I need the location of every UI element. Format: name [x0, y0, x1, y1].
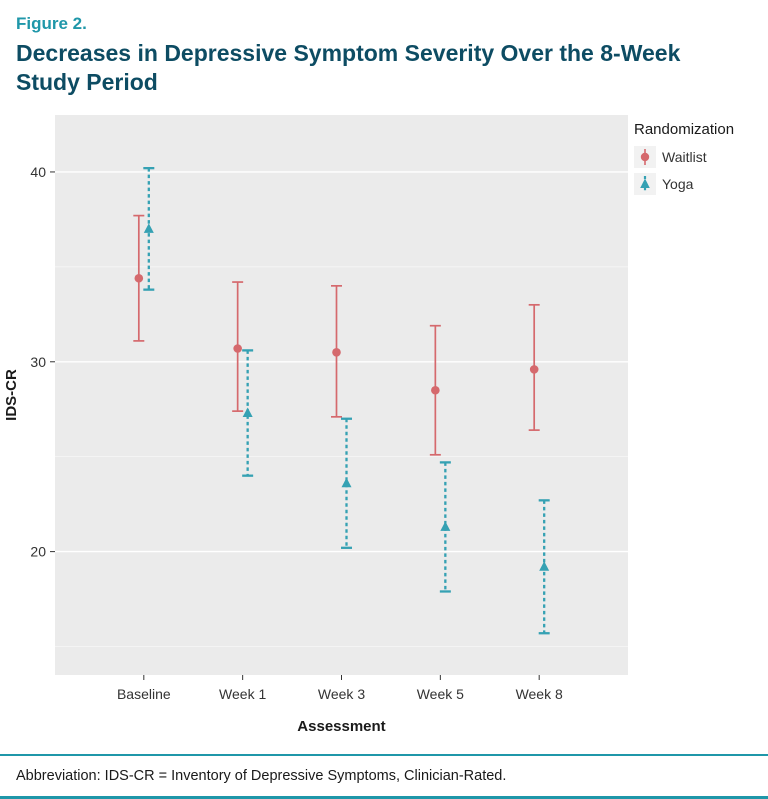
- data-point-waitlist: [134, 273, 144, 283]
- waitlist-marker-icon: [634, 145, 656, 168]
- figure-footnote-area: Abbreviation: IDS-CR = Inventory of Depr…: [0, 754, 768, 796]
- y-tick-label: 40: [30, 163, 46, 179]
- figure-header: Figure 2. Decreases in Depressive Sympto…: [0, 0, 768, 101]
- yoga-marker-icon: [634, 172, 656, 195]
- data-point-waitlist: [431, 385, 440, 395]
- x-tick-label: Week 5: [417, 686, 464, 702]
- chart-area: 20 30 40 Baseline Week 1 Week 3 Week 5 Week 8 As…: [0, 105, 768, 745]
- data-point-waitlist: [332, 347, 341, 357]
- legend-item-waitlist: Waitlist: [634, 145, 766, 168]
- legend-title: Randomization: [634, 120, 735, 138]
- data-point-waitlist: [529, 364, 539, 374]
- footnote-text: Abbreviation: IDS-CR = Inventory of Depr…: [16, 768, 507, 784]
- waitlist-key-marker: [640, 152, 650, 161]
- data-point-yoga: [143, 222, 154, 233]
- x-tick-label: Week 3: [318, 686, 365, 702]
- y-tick-label: 20: [30, 543, 46, 559]
- figure-title: Decreases in Depressive Symptom Severity…: [16, 40, 681, 95]
- bottom-accent-bar: [0, 796, 768, 799]
- y-tick-label: 30: [30, 353, 46, 369]
- data-point-yoga: [440, 520, 451, 531]
- legend-item-yoga: Yoga: [634, 172, 766, 195]
- data-point-yoga: [341, 477, 352, 487]
- y-axis-title: IDS-CR: [3, 369, 20, 421]
- x-tick-label: Week 1: [219, 686, 266, 702]
- legend-label-waitlist: Waitlist: [662, 148, 707, 165]
- figure-label: Figure 2.: [16, 14, 87, 33]
- data-point-yoga: [539, 560, 550, 571]
- x-axis-title: Assessment: [297, 718, 385, 735]
- yoga-key-marker: [640, 178, 650, 188]
- legend-label-yoga: Yoga: [662, 175, 694, 192]
- x-tick-label: Baseline: [117, 686, 171, 702]
- legend: Randomization Waitlist Yoga: [634, 121, 766, 200]
- severity-errorbar-chart: 20 30 40 Baseline Week 1 Week 3 Week 5 Week 8 As…: [3, 114, 628, 735]
- plot-panel: [55, 114, 628, 675]
- x-tick-label: Week 8: [516, 686, 563, 702]
- data-point-waitlist: [233, 343, 242, 353]
- data-point-yoga: [242, 407, 253, 417]
